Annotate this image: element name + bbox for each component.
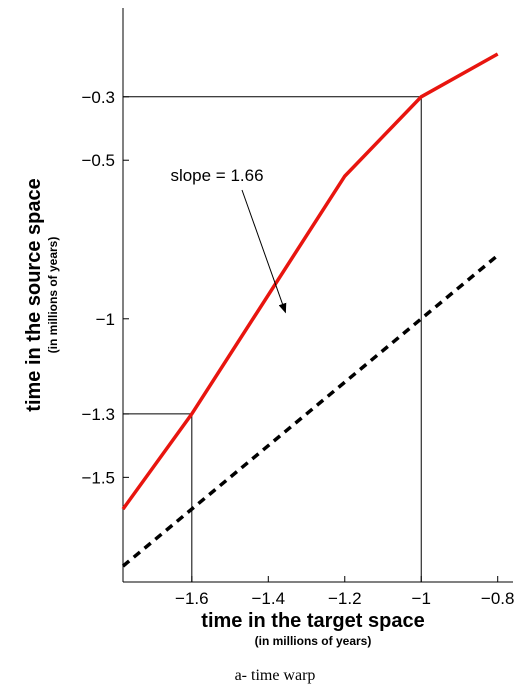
y-axis-title: time in the source space	[23, 178, 45, 411]
x-axis-subtitle: (in millions of years)	[255, 634, 372, 648]
x-tick-label: −0.8	[481, 589, 515, 608]
x-ticks: −1.6 −1.4 −1.2 −1 −0.8	[175, 576, 514, 608]
time-warp-line	[121, 52, 499, 511]
y-tick-label: −1.3	[81, 405, 115, 424]
y-tick-label: −1	[96, 310, 115, 329]
y-tick-label: −0.5	[81, 151, 115, 170]
x-tick-label: −1.2	[328, 589, 362, 608]
figure-caption: a- time warp	[235, 667, 316, 684]
slope-annotation: slope = 1.66	[170, 166, 263, 185]
reference-lines	[123, 96, 422, 582]
identity-dashed-line	[121, 254, 499, 568]
x-tick-label: −1.6	[175, 589, 209, 608]
x-tick-label: −1.4	[252, 589, 286, 608]
annotation-layer: slope = 1.66	[170, 166, 287, 314]
axes	[122, 8, 513, 583]
slope-annotation-arrow	[241, 189, 287, 314]
x-tick-label: −1	[412, 589, 431, 608]
y-axis-subtitle: (in millions of years)	[46, 237, 60, 354]
y-tick-label: −1.5	[81, 468, 115, 487]
x-axis-title: time in the target space	[201, 610, 424, 632]
y-ticks: −0.3 −0.5 −1 −1.3 −1.5	[81, 88, 129, 487]
series-layer	[121, 52, 499, 568]
y-tick-label: −0.3	[81, 88, 115, 107]
